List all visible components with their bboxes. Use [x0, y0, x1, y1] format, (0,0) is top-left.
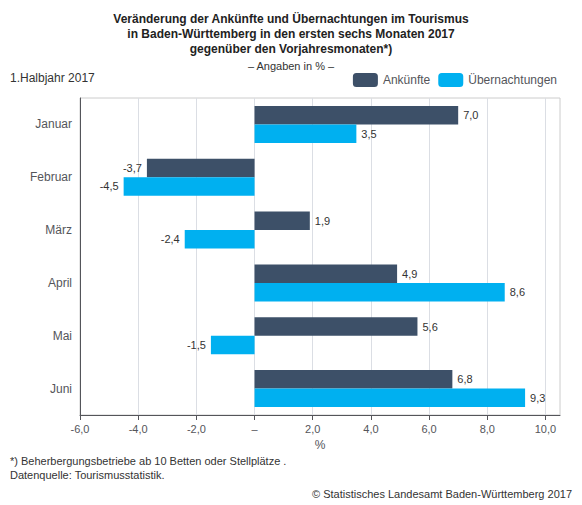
- svg-text:in Baden-Württemberg in den er: in Baden-Württemberg in den ersten sechs…: [127, 27, 455, 41]
- svg-text:-4,5: -4,5: [100, 180, 119, 192]
- svg-text:Juni: Juni: [50, 382, 72, 396]
- svg-text:6,0: 6,0: [421, 423, 436, 435]
- svg-text:Januar: Januar: [35, 117, 72, 131]
- svg-text:4,0: 4,0: [363, 423, 378, 435]
- svg-text:-6,0: -6,0: [71, 423, 90, 435]
- svg-text:-3,7: -3,7: [123, 162, 142, 174]
- svg-text:Februar: Februar: [30, 170, 72, 184]
- svg-text:7,0: 7,0: [463, 109, 478, 121]
- svg-text:10,0: 10,0: [535, 423, 556, 435]
- svg-text:Veränderung der Ankünfte und Ü: Veränderung der Ankünfte und Übernachtun…: [113, 11, 469, 26]
- svg-text:April: April: [48, 276, 72, 290]
- svg-text:3,5: 3,5: [361, 128, 376, 140]
- svg-text:© Statistisches Landesamt Bade: © Statistisches Landesamt Baden-Württemb…: [312, 488, 572, 500]
- svg-text:–: –: [251, 423, 258, 435]
- svg-text:Mai: Mai: [53, 329, 72, 343]
- svg-text:– Angaben in % –: – Angaben in % –: [248, 60, 335, 72]
- svg-text:Ankünfte: Ankünfte: [383, 73, 431, 87]
- svg-text:Datenquelle: Tourismusstatisti: Datenquelle: Tourismusstatistik.: [10, 469, 164, 481]
- svg-text:*) Beherbergungsbetriebe ab 10: *) Beherbergungsbetriebe ab 10 Betten od…: [10, 455, 286, 467]
- svg-text:5,6: 5,6: [422, 321, 437, 333]
- svg-text:4,9: 4,9: [402, 268, 417, 280]
- svg-text:1.Halbjahr 2017: 1.Halbjahr 2017: [10, 71, 95, 85]
- svg-text:1,9: 1,9: [315, 215, 330, 227]
- svg-text:%: %: [315, 438, 326, 452]
- svg-text:6,8: 6,8: [457, 373, 472, 385]
- svg-text:Übernachtungen: Übernachtungen: [468, 73, 557, 87]
- svg-text:-4,0: -4,0: [129, 423, 148, 435]
- svg-text:8,0: 8,0: [480, 423, 495, 435]
- svg-text:gegenüber den Vorjahresmonaten: gegenüber den Vorjahresmonaten*): [190, 42, 392, 56]
- svg-text:-2,0: -2,0: [187, 423, 206, 435]
- svg-text:9,3: 9,3: [530, 392, 545, 404]
- svg-text:März: März: [45, 223, 72, 237]
- svg-text:2,0: 2,0: [305, 423, 320, 435]
- svg-text:8,6: 8,6: [510, 286, 525, 298]
- svg-text:-2,4: -2,4: [161, 233, 180, 245]
- svg-text:-1,5: -1,5: [187, 339, 206, 351]
